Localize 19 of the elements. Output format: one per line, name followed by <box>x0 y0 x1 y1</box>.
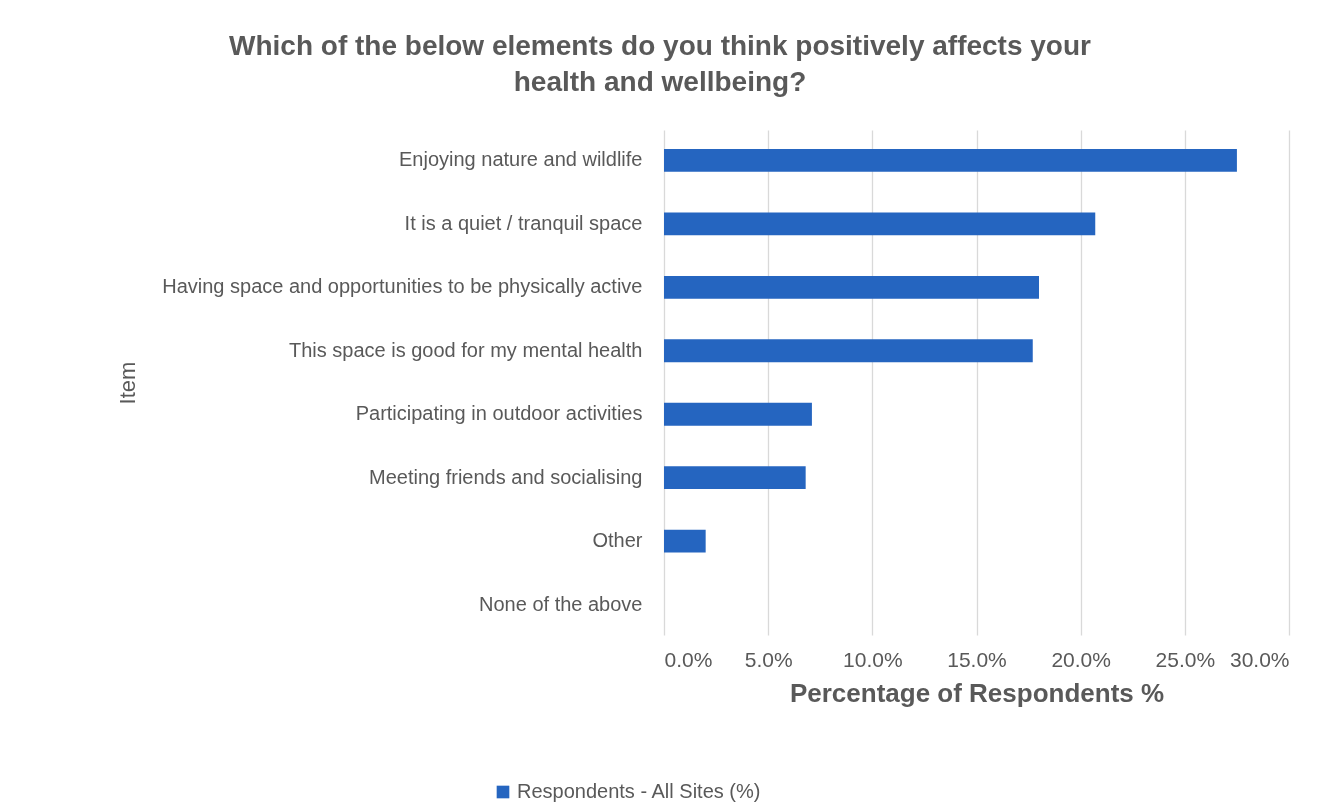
legend-label: Respondents - All Sites (%) <box>517 780 761 802</box>
x-tick-label: 25.0% <box>1155 647 1216 671</box>
x-tick-label: 15.0% <box>947 647 1007 671</box>
y-tick-label: This space is good for my mental health <box>288 338 643 361</box>
y-tick-label: It is a quiet / tranquil space <box>404 211 643 234</box>
x-axis-title: Percentage of Respondents % <box>789 677 1165 708</box>
y-tick-label: Having space and opportunities to be physically active <box>162 275 643 298</box>
y-tick-label: None of the above <box>479 592 643 615</box>
y-tick-label: Enjoying nature and wildlife <box>399 148 643 171</box>
x-tick-label: 5.0% <box>744 647 793 671</box>
y-tick-label: Meeting friends and socialising <box>369 465 643 488</box>
y-tick-label: Participating in outdoor activities <box>355 402 643 425</box>
x-tick-label: 0.0% <box>664 647 713 671</box>
x-tick-label: 20.0% <box>1051 647 1111 671</box>
x-tick-label: 30.0% <box>1229 647 1290 671</box>
y-axis-title: Item <box>114 361 140 405</box>
x-tick-label: 10.0% <box>843 647 903 671</box>
y-tick-label: Other <box>592 529 643 552</box>
chart-title: Which of the below elements do you think positively affects your health and wellbeing? <box>229 30 1092 97</box>
